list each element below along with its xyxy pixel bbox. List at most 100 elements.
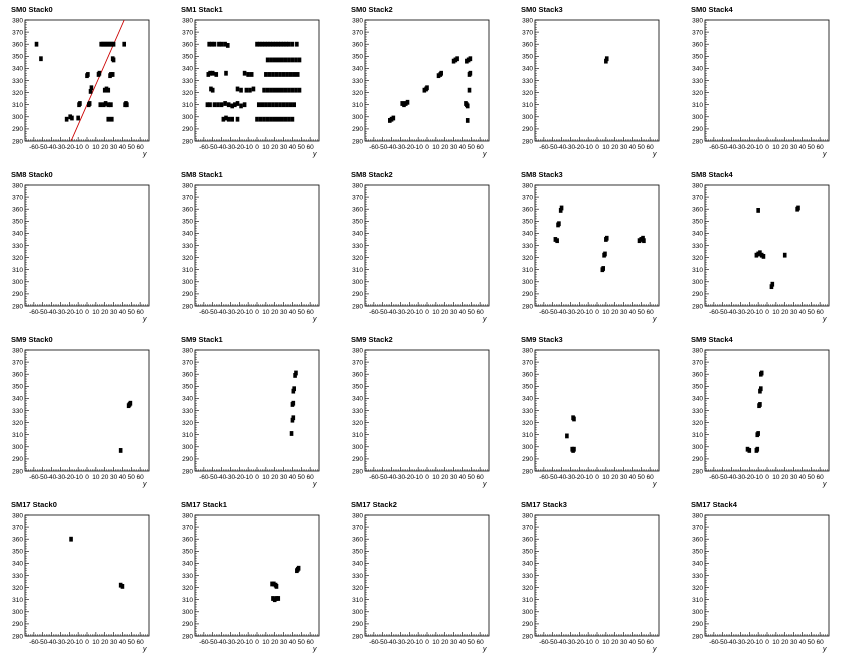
data-point [226,102,231,108]
data-point [285,102,289,108]
x-tick-label: 10 [92,474,100,481]
x-tick-label: 10 [602,144,610,151]
panel-title: SM8 Stack4 [691,170,734,179]
x-tick-label: 50 [808,309,816,316]
x-tick-label: 10 [262,474,270,481]
x-tick-label: -10 [413,144,423,151]
y-tick-label: 330 [692,243,703,250]
data-point [106,116,111,122]
y-tick-label: 300 [522,609,533,616]
y-tick-label: 330 [182,408,193,415]
panel: SM17 Stack428029030031032033034035036037… [691,500,830,653]
y-tick-label: 370 [352,359,363,366]
x-tick-label: 0 [595,144,599,151]
x-tick-label: 10 [772,144,780,151]
y-tick-label: 370 [12,29,23,36]
y-tick-label: 370 [692,29,703,36]
data-point [70,115,74,121]
data-point [295,72,300,77]
plot-frame [534,184,660,307]
data-point [264,102,268,108]
x-tick-label: 50 [128,144,136,151]
x-tick-label: 60 [477,144,485,151]
x-tick-label: -10 [753,474,763,481]
x-tick-label: -20 [745,474,755,481]
x-tick-label: 60 [137,639,145,646]
panel-title: SM1 Stack1 [181,5,223,14]
x-tick-label: -30 [226,144,236,151]
data-point [292,386,296,392]
y-tick-label: 290 [692,456,703,463]
data-point [260,41,265,47]
x-tick-label: 50 [638,144,646,151]
y-tick-label: 350 [182,549,193,556]
panel: SM9 Stack4280290300310320330340350360370… [691,335,830,488]
x-tick-label: -20 [575,639,585,646]
y-tick-label: 320 [352,90,363,97]
x-tick-label: 40 [799,639,807,646]
x-tick-label: -20 [65,474,75,481]
x-tick-label: -10 [413,474,423,481]
x-tick-label: 50 [808,144,816,151]
data-point [256,102,261,108]
data-point [274,583,279,589]
y-tick-label: 280 [12,138,23,145]
data-point [248,87,252,93]
x-axis-label: y [822,646,827,653]
data-point [276,116,281,122]
y-tick-label: 310 [352,267,363,274]
y-tick-label: 290 [522,291,533,298]
y-tick-label: 330 [522,408,533,415]
data-point [281,41,286,47]
data-point [293,373,297,378]
x-tick-label: -10 [413,639,423,646]
data-point [235,86,240,92]
data-point [465,118,470,123]
x-tick-label: -10 [243,144,253,151]
y-tick-label: 280 [692,633,703,640]
panel: SM0 Stack0280290300310320330340350360370… [11,5,150,158]
x-tick-label: 10 [432,639,440,646]
x-tick-label: -30 [56,144,66,151]
x-tick-label: 60 [817,639,825,646]
x-tick-label: -20 [575,474,585,481]
y-tick-label: 380 [692,17,703,24]
y-tick-label: 340 [522,66,533,73]
y-tick-label: 320 [522,585,533,592]
data-point [555,238,559,244]
x-tick-label: 40 [799,144,807,151]
x-tick-label: 10 [92,309,100,316]
data-point [235,116,240,122]
x-tick-label: -60 [199,474,209,481]
y-tick-label: 380 [12,17,23,24]
y-tick-label: 380 [352,512,363,519]
x-tick-label: -40 [557,639,567,646]
x-axis-label: y [822,316,827,323]
panel-title: SM17 Stack3 [521,500,567,509]
y-tick-label: 370 [12,359,23,366]
x-tick-label: -10 [583,474,593,481]
x-tick-label: 20 [441,309,449,316]
x-tick-label: 40 [119,144,127,151]
y-tick-label: 300 [352,114,363,121]
x-tick-label: -30 [396,309,406,316]
x-tick-label: 50 [128,309,136,316]
y-tick-label: 300 [12,279,23,286]
x-tick-label: 30 [280,639,288,646]
x-tick-label: 10 [262,144,270,151]
data-point [287,41,291,47]
y-tick-label: 300 [522,114,533,121]
y-tick-label: 320 [522,255,533,262]
x-axis-label: y [482,316,487,323]
y-tick-label: 350 [182,384,193,391]
data-point [221,116,226,122]
x-tick-label: 0 [425,474,429,481]
x-axis-label: y [312,646,317,653]
x-tick-label: -40 [217,309,227,316]
data-point [761,253,766,259]
data-point [208,70,212,76]
x-tick-label: 50 [808,639,816,646]
data-point [283,87,288,93]
x-tick-label: 10 [602,474,610,481]
data-point [217,41,221,47]
